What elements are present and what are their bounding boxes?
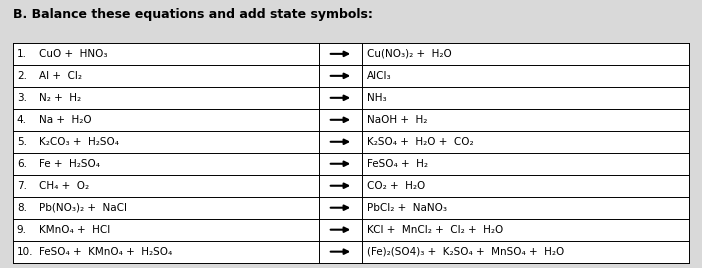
Text: Na +  H₂O: Na + H₂O [39, 115, 92, 125]
Text: FeSO₄ +  KMnO₄ +  H₂SO₄: FeSO₄ + KMnO₄ + H₂SO₄ [39, 247, 173, 257]
Text: PbCl₂ +  NaNO₃: PbCl₂ + NaNO₃ [367, 203, 447, 213]
Text: NaOH +  H₂: NaOH + H₂ [367, 115, 428, 125]
Text: KCl +  MnCl₂ +  Cl₂ +  H₂O: KCl + MnCl₂ + Cl₂ + H₂O [367, 225, 503, 235]
Text: N₂ +  H₂: N₂ + H₂ [39, 93, 81, 103]
Text: 2.: 2. [17, 71, 27, 81]
Text: 3.: 3. [17, 93, 27, 103]
Text: 9.: 9. [17, 225, 27, 235]
Text: Pb(NO₃)₂ +  NaCl: Pb(NO₃)₂ + NaCl [39, 203, 127, 213]
Text: 1.: 1. [17, 49, 27, 59]
Text: KMnO₄ +  HCl: KMnO₄ + HCl [39, 225, 110, 235]
Text: CuO +  HNO₃: CuO + HNO₃ [39, 49, 108, 59]
Text: CH₄ +  O₂: CH₄ + O₂ [39, 181, 89, 191]
Text: (Fe)₂(SO4)₃ +  K₂SO₄ +  MnSO₄ +  H₂O: (Fe)₂(SO4)₃ + K₂SO₄ + MnSO₄ + H₂O [367, 247, 564, 257]
Text: K₂SO₄ +  H₂O +  CO₂: K₂SO₄ + H₂O + CO₂ [367, 137, 474, 147]
Text: B. Balance these equations and add state symbols:: B. Balance these equations and add state… [13, 8, 373, 21]
Text: 6.: 6. [17, 159, 27, 169]
Text: Al +  Cl₂: Al + Cl₂ [39, 71, 82, 81]
Text: AlCl₃: AlCl₃ [367, 71, 392, 81]
Text: 7.: 7. [17, 181, 27, 191]
Text: 8.: 8. [17, 203, 27, 213]
Bar [13, 43, 689, 263]
Text: FeSO₄ +  H₂: FeSO₄ + H₂ [367, 159, 428, 169]
Text: 5.: 5. [17, 137, 27, 147]
Text: NH₃: NH₃ [367, 93, 387, 103]
Text: 10.: 10. [17, 247, 34, 257]
Text: CO₂ +  H₂O: CO₂ + H₂O [367, 181, 425, 191]
Text: 4.: 4. [17, 115, 27, 125]
Text: Cu(NO₃)₂ +  H₂O: Cu(NO₃)₂ + H₂O [367, 49, 452, 59]
Text: K₂CO₃ +  H₂SO₄: K₂CO₃ + H₂SO₄ [39, 137, 119, 147]
Text: Fe +  H₂SO₄: Fe + H₂SO₄ [39, 159, 100, 169]
